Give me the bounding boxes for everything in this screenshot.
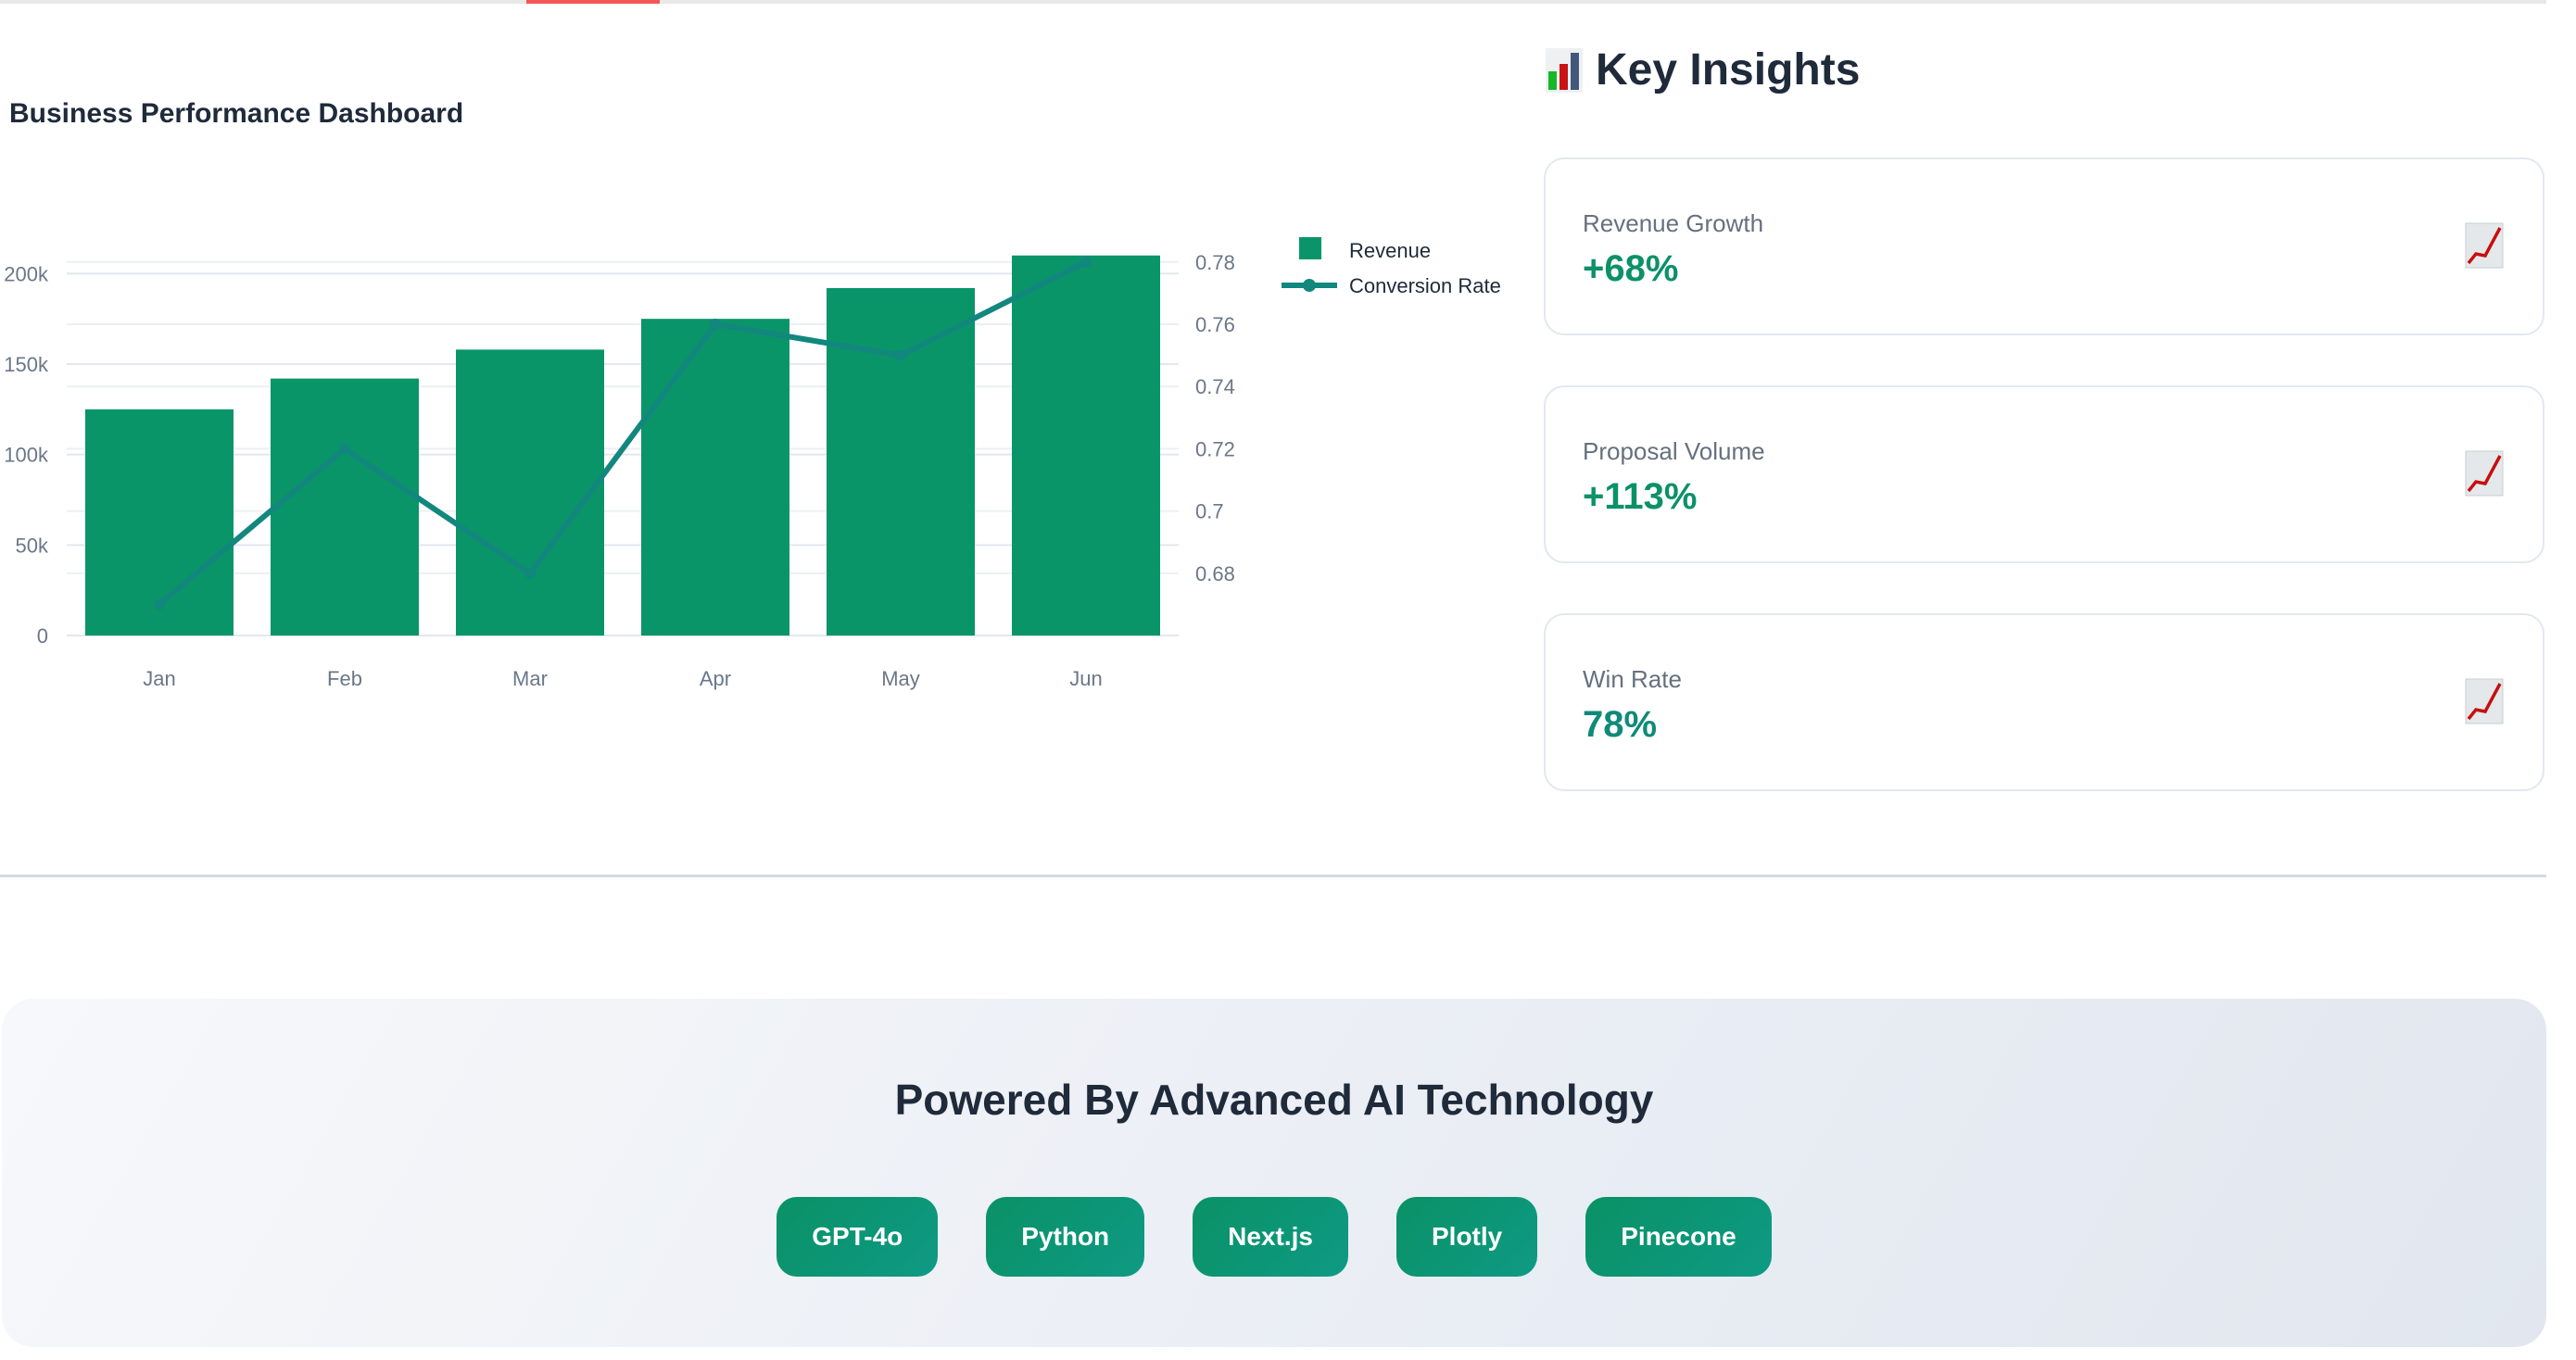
y-left-tick: 100k: [4, 444, 49, 467]
y-left-tick: 0: [37, 624, 48, 648]
x-tick: Jan: [143, 667, 175, 690]
x-tick: Apr: [700, 667, 731, 690]
business-performance-chart: 0 50k 100k 150k 200k 0.68 0.7 0.72 0.74 0.76 0.78 J…: [4, 237, 1501, 690]
active-tab-indicator: [526, 0, 660, 4]
y-left-tick: 50k: [16, 534, 49, 557]
insight-card-proposal-volume: Proposal Volume +113%: [1544, 385, 2544, 563]
tech-badge-pinecone[interactable]: Pinecone: [1585, 1197, 1772, 1277]
conversion-rate-point[interactable]: [154, 598, 165, 611]
chart-increasing-icon: [2465, 222, 2504, 269]
y-right-tick: 0.72: [1195, 437, 1235, 460]
legend-revenue-label[interactable]: Revenue: [1349, 239, 1431, 262]
conversion-rate-point[interactable]: [1080, 256, 1092, 268]
insight-value: 78%: [1583, 704, 1658, 745]
tech-badge-gpt4o[interactable]: GPT-4o: [777, 1197, 939, 1277]
conversion-rate-point[interactable]: [339, 443, 350, 455]
section-divider: [0, 875, 2546, 877]
bar-chart-icon: [1546, 47, 1583, 93]
insight-label: Revenue Growth: [1583, 209, 1764, 237]
x-tick: Jun: [1069, 667, 1102, 690]
y-right-tick: 0.7: [1195, 500, 1224, 523]
legend-conversion-label[interactable]: Conversion Rate: [1349, 274, 1501, 297]
tech-badge-nextjs[interactable]: Next.js: [1193, 1197, 1348, 1277]
key-insights-heading: Key Insights: [1546, 44, 1860, 95]
conversion-rate-point[interactable]: [524, 567, 536, 579]
x-tick: Mar: [512, 667, 548, 690]
y-right-tick: 0.76: [1195, 313, 1235, 336]
insight-card-revenue-growth: Revenue Growth +68%: [1544, 157, 2544, 335]
conversion-rate-line: [158, 259, 1088, 607]
legend-revenue-swatch: [1299, 237, 1321, 259]
revenue-bar[interactable]: [456, 349, 604, 636]
insight-value: +113%: [1583, 476, 1698, 517]
tech-badges: GPT-4o Python Next.js Plotly Pinecone: [2, 1197, 2546, 1277]
insight-value: +68%: [1583, 248, 1679, 289]
y-right-tick: 0.78: [1195, 251, 1235, 274]
insight-label: Win Rate: [1583, 665, 1682, 693]
tech-badge-python[interactable]: Python: [986, 1197, 1145, 1277]
conversion-rate-point[interactable]: [895, 349, 906, 361]
revenue-bar[interactable]: [1012, 255, 1160, 636]
chart-title: Business Performance Dashboard: [9, 98, 464, 129]
y-left-tick: 200k: [4, 262, 49, 285]
revenue-bar[interactable]: [641, 319, 789, 636]
insight-label: Proposal Volume: [1583, 437, 1765, 465]
revenue-bar[interactable]: [85, 409, 234, 636]
y-right-tick: 0.68: [1195, 562, 1235, 586]
revenue-bar[interactable]: [827, 287, 975, 636]
y-right-tick: 0.74: [1195, 375, 1235, 398]
tech-footer: Powered By Advanced AI Technology GPT-4o…: [2, 999, 2546, 1347]
revenue-bar[interactable]: [271, 378, 419, 636]
y-left-tick: 150k: [4, 353, 49, 376]
conversion-rate-point[interactable]: [710, 319, 721, 330]
insight-card-win-rate: Win Rate 78%: [1544, 613, 2544, 791]
x-tick: Feb: [327, 667, 362, 690]
top-tab-bar: [0, 0, 2546, 4]
chart-increasing-icon: [2465, 450, 2504, 497]
footer-title: Powered By Advanced AI Technology: [894, 1076, 1654, 1124]
legend-conversion-marker: [1303, 279, 1316, 292]
key-insights-title: Key Insights: [1596, 45, 1861, 94]
chart-increasing-icon: [2465, 678, 2504, 724]
x-tick: May: [881, 667, 920, 690]
tech-badge-plotly[interactable]: Plotly: [1396, 1197, 1538, 1277]
